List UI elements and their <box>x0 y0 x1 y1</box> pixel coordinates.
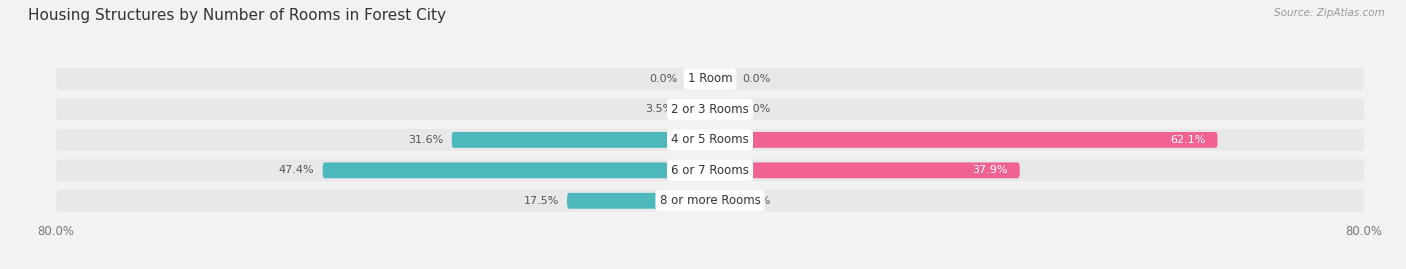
Text: 37.9%: 37.9% <box>972 165 1008 175</box>
Text: 3.5%: 3.5% <box>645 104 673 114</box>
Text: 4 or 5 Rooms: 4 or 5 Rooms <box>671 133 749 146</box>
FancyBboxPatch shape <box>710 71 734 87</box>
FancyBboxPatch shape <box>56 159 1364 181</box>
FancyBboxPatch shape <box>710 132 1218 148</box>
FancyBboxPatch shape <box>56 98 1364 121</box>
FancyBboxPatch shape <box>710 162 1019 178</box>
FancyBboxPatch shape <box>56 129 1364 151</box>
FancyBboxPatch shape <box>710 101 734 117</box>
Text: 17.5%: 17.5% <box>523 196 558 206</box>
FancyBboxPatch shape <box>451 132 710 148</box>
Text: 1 Room: 1 Room <box>688 72 733 86</box>
Text: 62.1%: 62.1% <box>1170 135 1205 145</box>
FancyBboxPatch shape <box>56 190 1364 212</box>
Text: 8 or more Rooms: 8 or more Rooms <box>659 194 761 207</box>
Text: 6 or 7 Rooms: 6 or 7 Rooms <box>671 164 749 177</box>
FancyBboxPatch shape <box>567 193 710 209</box>
Text: 0.0%: 0.0% <box>650 74 678 84</box>
FancyBboxPatch shape <box>686 71 710 87</box>
Text: 2 or 3 Rooms: 2 or 3 Rooms <box>671 103 749 116</box>
Text: 0.0%: 0.0% <box>742 104 770 114</box>
Text: 31.6%: 31.6% <box>408 135 444 145</box>
Text: 47.4%: 47.4% <box>278 165 315 175</box>
Text: Source: ZipAtlas.com: Source: ZipAtlas.com <box>1274 8 1385 18</box>
FancyBboxPatch shape <box>56 68 1364 90</box>
FancyBboxPatch shape <box>322 162 710 178</box>
Text: 0.0%: 0.0% <box>742 74 770 84</box>
FancyBboxPatch shape <box>710 193 734 209</box>
Text: 0.0%: 0.0% <box>742 196 770 206</box>
FancyBboxPatch shape <box>682 101 710 117</box>
Text: Housing Structures by Number of Rooms in Forest City: Housing Structures by Number of Rooms in… <box>28 8 446 23</box>
